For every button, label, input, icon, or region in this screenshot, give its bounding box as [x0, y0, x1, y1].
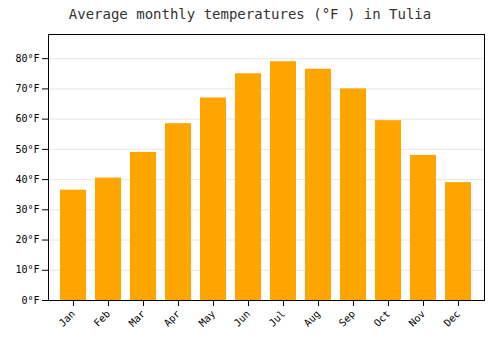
html-text:Average monthly temperatures (: Average monthly temperatures (°F ) in Tu… [68, 6, 432, 22]
svg-text:Apr: Apr [162, 308, 183, 329]
svg-text:0°F: 0°F [21, 295, 39, 306]
svg-text:Sep: Sep [337, 308, 358, 329]
svg-text:Jun: Jun [232, 308, 253, 329]
svg-text:Oct: Oct [372, 308, 393, 329]
svg-text:10°F: 10°F [15, 264, 39, 275]
svg-text:Nov: Nov [407, 308, 428, 329]
svg-text:60°F: 60°F [15, 113, 39, 124]
svg-text:20°F: 20°F [15, 234, 39, 245]
svg-text:Aug: Aug [302, 308, 323, 329]
svg-text:Feb: Feb [92, 308, 113, 329]
svg-text:Jul: Jul [267, 308, 288, 329]
svg-text:30°F: 30°F [15, 204, 39, 215]
svg-text:Mar: Mar [127, 308, 148, 329]
svg-text:80°F: 80°F [15, 53, 39, 64]
svg-text:May: May [197, 308, 218, 329]
svg-text:50°F: 50°F [15, 144, 39, 155]
svg-text:40°F: 40°F [15, 174, 39, 185]
svg-text:Jan: Jan [57, 308, 78, 329]
svg-text:70°F: 70°F [15, 83, 39, 94]
svg-text:Dec: Dec [442, 308, 463, 329]
